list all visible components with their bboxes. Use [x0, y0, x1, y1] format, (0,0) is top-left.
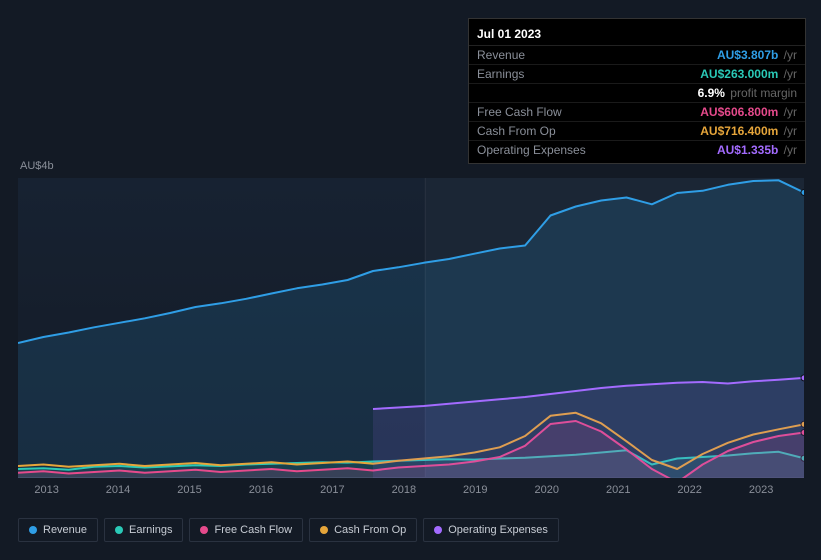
tooltip-row-value: AU$3.807b /yr	[717, 48, 797, 62]
tooltip-row-label: Operating Expenses	[477, 143, 586, 157]
x-axis-tick: 2014	[106, 484, 130, 496]
legend-dot-icon	[29, 526, 37, 534]
x-axis-tick: 2016	[249, 484, 273, 496]
x-axis-tick: 2023	[749, 484, 773, 496]
legend-item-revenue[interactable]: Revenue	[18, 518, 98, 542]
tooltip-row-value: AU$1.335b /yr	[717, 143, 797, 157]
legend: Revenue Earnings Free Cash Flow Cash From O…	[18, 518, 559, 542]
tooltip: Jul 01 2023 Revenue AU$3.807b /yr Earnings…	[468, 18, 806, 164]
tooltip-row: 6.9% profit margin	[469, 84, 805, 103]
legend-item-operating-expenses[interactable]: Operating Expenses	[423, 518, 559, 542]
legend-item-cash-from-op[interactable]: Cash From Op	[309, 518, 417, 542]
tooltip-row-value: AU$263.000m /yr	[700, 67, 797, 81]
y-axis-label-top: AU$4b	[20, 160, 54, 172]
legend-dot-icon	[200, 526, 208, 534]
legend-item-earnings[interactable]: Earnings	[104, 518, 183, 542]
x-axis-tick: 2019	[463, 484, 487, 496]
legend-item-label: Revenue	[43, 524, 87, 536]
legend-item-label: Operating Expenses	[448, 524, 548, 536]
tooltip-row: Earnings AU$263.000m /yr	[469, 65, 805, 84]
tooltip-row: Operating Expenses AU$1.335b /yr	[469, 141, 805, 159]
legend-item-label: Free Cash Flow	[214, 524, 292, 536]
legend-item-free-cash-flow[interactable]: Free Cash Flow	[189, 518, 303, 542]
tooltip-row-value: 6.9% profit margin	[698, 86, 797, 100]
tooltip-row-label: Revenue	[477, 48, 525, 62]
tooltip-row: Cash From Op AU$716.400m /yr	[469, 122, 805, 141]
chart-area[interactable]	[18, 178, 804, 478]
legend-dot-icon	[434, 526, 442, 534]
legend-dot-icon	[115, 526, 123, 534]
chart-svg	[18, 178, 804, 478]
x-axis-tick: 2013	[34, 484, 58, 496]
tooltip-row-value: AU$716.400m /yr	[700, 124, 797, 138]
tooltip-row: Revenue AU$3.807b /yr	[469, 46, 805, 65]
legend-item-label: Earnings	[129, 524, 172, 536]
x-axis: 2013 2014 2015 2016 2017 2018 2019 2020 2021 2022…	[18, 484, 804, 500]
tooltip-row-label: Earnings	[477, 67, 524, 81]
tooltip-row-value: AU$606.800m /yr	[700, 105, 797, 119]
tooltip-row: Free Cash Flow AU$606.800m /yr	[469, 103, 805, 122]
x-axis-tick: 2020	[535, 484, 559, 496]
x-axis-tick: 2018	[392, 484, 416, 496]
legend-item-label: Cash From Op	[334, 524, 406, 536]
tooltip-row-label: Free Cash Flow	[477, 105, 562, 119]
x-axis-tick: 2021	[606, 484, 630, 496]
x-axis-tick: 2017	[320, 484, 344, 496]
tooltip-row-label: Cash From Op	[477, 124, 556, 138]
legend-dot-icon	[320, 526, 328, 534]
x-axis-tick: 2022	[677, 484, 701, 496]
tooltip-date: Jul 01 2023	[469, 23, 805, 46]
x-axis-tick: 2015	[177, 484, 201, 496]
tooltip-row-label	[477, 86, 480, 100]
